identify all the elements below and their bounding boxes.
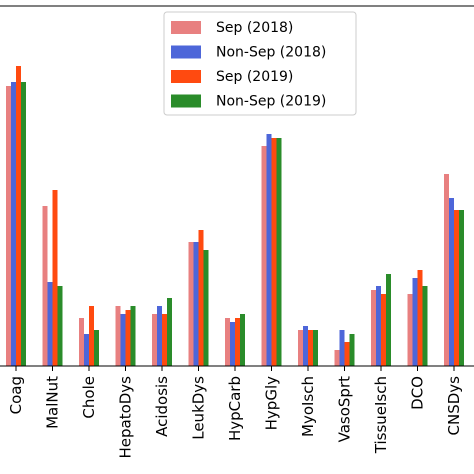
bar-hypgly-series-2 (266, 134, 272, 366)
bar-hepatodys-series-1 (115, 306, 121, 366)
x-tick-label: HepatoDys (117, 376, 135, 459)
bar-coag-series-3 (16, 66, 21, 366)
bar-tissueisch-series-4 (386, 274, 391, 366)
bar-chole-series-4 (94, 330, 99, 366)
bar-tissueisch-series-3 (381, 294, 386, 366)
bar-leukdys-series-1 (188, 242, 194, 366)
legend-label: Sep (2019) (216, 69, 293, 85)
bar-hypcarb-series-2 (230, 322, 235, 366)
bar-tissueisch-series-2 (376, 286, 381, 366)
bar-tissueisch-series-1 (371, 290, 376, 366)
bar-hepatodys-series-4 (130, 306, 136, 366)
legend-label: Sep (2018) (216, 20, 293, 36)
bar-myoisch-series-1 (298, 330, 303, 366)
x-tick-label: CNSDys (445, 376, 463, 436)
bar-hypgly-series-1 (261, 146, 267, 366)
bar-hypcarb-series-1 (225, 318, 230, 366)
x-tick-label: MyoIsch (299, 376, 317, 437)
bar-hepatodys-series-3 (125, 310, 131, 366)
bar-hypgly-series-4 (276, 138, 282, 366)
bar-malnut-series-4 (57, 286, 63, 366)
bar-cnsdys-series-3 (454, 210, 459, 366)
x-tick-label: DCO (409, 376, 427, 410)
bar-myoisch-series-3 (308, 330, 313, 366)
legend-swatch (171, 45, 201, 59)
bar-coag-series-2 (11, 82, 16, 366)
bar-cnsdys-series-4 (459, 210, 464, 366)
x-tick-label: TissueIsch (372, 376, 390, 454)
bar-chole-series-3 (89, 306, 94, 366)
legend: Sep (2018) Non-Sep (2018) Sep (2019) Non-Se… (163, 11, 357, 116)
bar-hepatodys-series-2 (120, 314, 126, 366)
bar-vasosprt-series-3 (344, 342, 350, 366)
x-tick-label: LeukDys (190, 376, 208, 440)
x-tick-label: Coag (7, 376, 25, 414)
bar-chole-series-2 (84, 334, 89, 366)
bar-malnut-series-3 (52, 190, 58, 366)
bars-group (6, 66, 464, 366)
bar-myoisch-series-4 (313, 330, 318, 366)
bar-cnsdys-series-2 (449, 198, 454, 366)
bar-vasosprt-series-1 (334, 350, 340, 366)
legend-swatch (171, 94, 201, 108)
x-tick-label: Chole (80, 376, 98, 419)
bar-dco-series-2 (412, 278, 418, 366)
bar-coag-series-1 (6, 86, 11, 366)
x-tick-label: HypGly (263, 376, 281, 430)
bar-cnsdys-series-1 (444, 174, 449, 366)
bar-leukdys-series-3 (198, 230, 204, 366)
x-tick-label: Acidosis (153, 376, 171, 437)
legend-frame (163, 11, 357, 116)
bar-leukdys-series-4 (203, 250, 209, 366)
bar-malnut-series-2 (47, 282, 53, 366)
bar-hypgly-series-3 (271, 138, 277, 366)
x-tick-label: MalNut (44, 376, 62, 429)
bar-acidosis-series-4 (167, 298, 172, 366)
bar-vasosprt-series-4 (349, 334, 355, 366)
x-ticks-group: Coag MalNut Chole HepatoDys Acidosis LeukDys H… (7, 366, 463, 459)
legend-label: Non-Sep (2018) (216, 45, 326, 61)
bar-vasosprt-series-2 (339, 330, 345, 366)
bar-leukdys-series-2 (193, 242, 199, 366)
bar-chole-series-1 (79, 318, 84, 366)
bar-acidosis-series-1 (152, 314, 157, 366)
x-tick-label: HypCarb (226, 376, 244, 441)
bar-malnut-series-1 (42, 206, 48, 366)
bar-hypcarb-series-4 (240, 314, 245, 366)
bar-acidosis-series-3 (162, 314, 167, 366)
x-tick-label: VasoSprt (336, 376, 354, 442)
bar-dco-series-4 (422, 286, 428, 366)
bar-coag-series-4 (21, 82, 26, 366)
bar-dco-series-3 (417, 270, 423, 366)
legend-swatch (171, 21, 201, 34)
bar-myoisch-series-2 (303, 326, 308, 366)
bar-acidosis-series-2 (157, 306, 162, 366)
bar-hypcarb-series-3 (235, 318, 240, 366)
legend-label: Non-Sep (2019) (216, 94, 326, 110)
bar-dco-series-1 (407, 294, 413, 366)
legend-swatch (171, 70, 201, 83)
